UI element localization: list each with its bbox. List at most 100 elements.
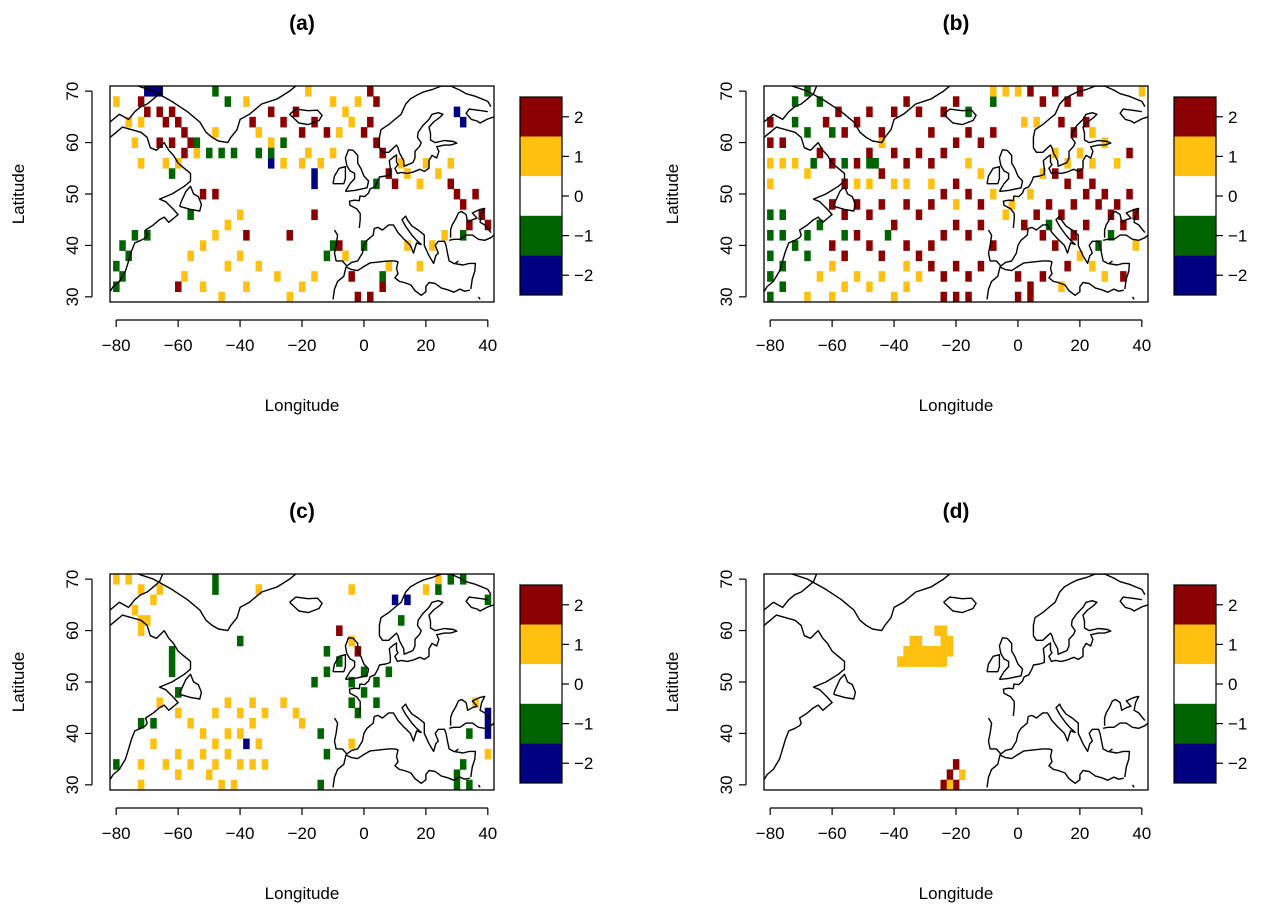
heatmap-cell	[1126, 188, 1133, 200]
heatmap-cell	[1014, 271, 1022, 282]
heatmap-cell	[230, 147, 238, 159]
heatmap-cell	[187, 250, 194, 262]
heatmap-cell	[459, 116, 467, 128]
colorbar-swatch	[520, 624, 562, 665]
heatmap-cell	[779, 209, 786, 221]
heatmap-cell	[484, 748, 492, 760]
coastline	[454, 748, 459, 752]
heatmap-cell	[113, 96, 120, 107]
heatmap-cell	[903, 240, 910, 251]
heatmap-cell	[373, 137, 380, 149]
coastlines	[110, 574, 494, 788]
heatmap-cell	[453, 779, 461, 790]
coastline	[986, 654, 1001, 673]
heatmap-cell	[767, 291, 774, 302]
x-tick-label: −20	[288, 824, 317, 843]
heatmap-cell	[767, 116, 774, 128]
coastline	[943, 108, 977, 126]
heatmap-cell	[1064, 96, 1071, 107]
heatmap-cell	[150, 718, 157, 729]
heatmap-cell	[816, 271, 824, 282]
colorbar-swatch	[1174, 97, 1216, 137]
heatmap-cell	[853, 158, 861, 169]
coastline	[1002, 574, 1146, 716]
heatmap-cell	[841, 250, 848, 262]
heatmap-cell	[909, 635, 917, 647]
plot-frame	[763, 573, 1149, 791]
heatmap-cell	[1089, 127, 1096, 138]
heatmap-cell	[168, 106, 176, 118]
x-tick-label: 20	[416, 336, 435, 355]
heatmap-cell	[249, 718, 256, 729]
heatmap-cell	[236, 759, 244, 770]
colorbar-swatch	[1174, 215, 1216, 256]
coastline	[1108, 748, 1113, 752]
heatmap-cell	[915, 646, 923, 657]
heatmap-cell	[360, 666, 368, 678]
heatmap-cell	[878, 168, 886, 179]
heatmap-cell	[212, 584, 219, 595]
chart-title: (a)	[289, 12, 315, 35]
heatmap-cell	[175, 769, 182, 781]
heatmap-cell	[1138, 86, 1146, 97]
coastline	[998, 149, 1024, 193]
heatmap-cell	[915, 271, 923, 282]
colorbar-swatch	[520, 743, 562, 783]
heatmap-cell	[934, 656, 941, 667]
heatmap-cell	[323, 127, 331, 138]
heatmap-cell	[1132, 240, 1140, 251]
coastline	[998, 637, 1024, 681]
heatmap-cell	[791, 116, 799, 128]
coastline	[1002, 86, 1146, 228]
x-tick-label: −60	[818, 824, 847, 843]
heatmap-cell	[866, 209, 873, 221]
y-tick-label: 50	[63, 673, 82, 692]
heatmap-cell	[187, 718, 194, 729]
x-tick-label: −20	[942, 824, 971, 843]
y-tick-label: 70	[63, 82, 82, 101]
chart-title: (d)	[943, 500, 970, 523]
y-tick-label: 60	[717, 133, 736, 152]
heatmap-cell	[934, 646, 941, 657]
heatmap-cell	[484, 594, 492, 606]
heatmap-cell	[224, 219, 232, 231]
coastline	[137, 574, 297, 632]
heatmap-cell	[379, 281, 386, 293]
heatmap-cell	[416, 260, 424, 272]
x-tick-label: −40	[226, 336, 255, 355]
x-tick-label: 40	[1132, 824, 1151, 843]
heatmap-cell	[267, 137, 275, 149]
heatmap-cell	[280, 158, 287, 169]
x-tick-label: 40	[478, 824, 497, 843]
coastline	[1131, 296, 1135, 300]
heatmap-cell	[835, 106, 842, 118]
heatmap-cell	[206, 147, 213, 159]
colorbar-swatch	[1174, 176, 1216, 216]
heatmap-cell	[224, 260, 232, 272]
heatmap-cell	[379, 271, 386, 282]
heatmap-cell	[940, 656, 948, 667]
heatmap-cell	[1014, 291, 1022, 302]
heatmap-cell	[261, 759, 269, 770]
heatmap-cell	[1052, 147, 1059, 159]
heatmap-cell	[952, 291, 960, 302]
heatmap-cell	[199, 188, 207, 200]
heatmap-cell	[829, 127, 836, 138]
heatmap-cell	[866, 281, 873, 293]
heatmap-cell	[168, 646, 176, 657]
colorbar-tick-label: 1	[574, 147, 583, 166]
x-tick-label: −80	[102, 824, 131, 843]
heatmap-cell	[1002, 209, 1009, 221]
heatmap-cell	[199, 240, 207, 251]
colorbar-tick-label: 0	[574, 675, 583, 694]
heatmap-cell	[348, 584, 355, 595]
heatmap-cell	[977, 137, 985, 149]
heatmap-cell	[1039, 271, 1047, 282]
heatmap-cell	[841, 281, 848, 293]
heatmap-cell	[348, 676, 355, 688]
heatmap-cell	[1039, 230, 1047, 241]
coastline	[465, 108, 494, 124]
coastline	[764, 574, 818, 611]
heatmap-cell	[336, 656, 343, 667]
heatmap-cell	[903, 96, 910, 107]
